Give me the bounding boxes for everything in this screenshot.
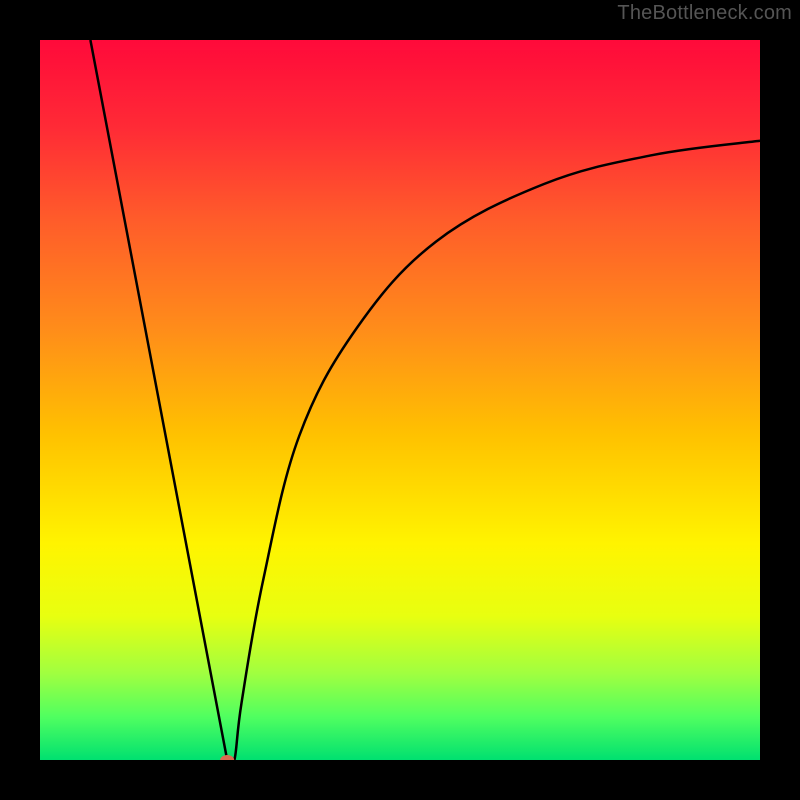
bottleneck-chart	[0, 0, 800, 800]
watermark-text: TheBottleneck.com	[617, 2, 792, 25]
plot-background	[40, 40, 760, 760]
chart-container: TheBottleneck.com	[0, 0, 800, 800]
